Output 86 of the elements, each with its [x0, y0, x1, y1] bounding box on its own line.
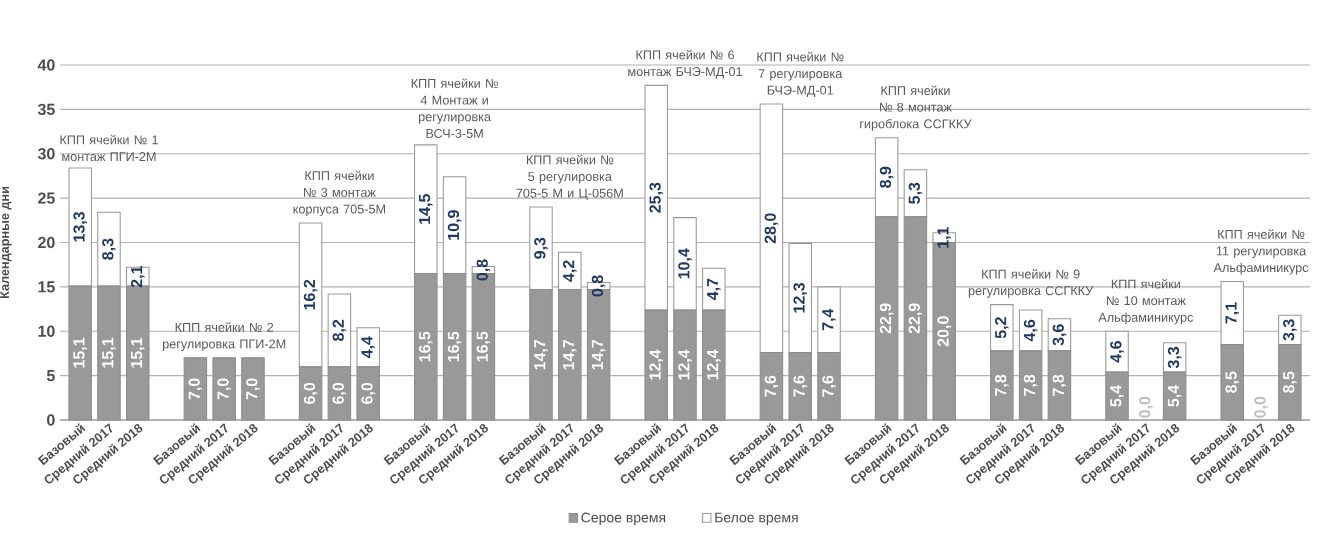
data-label: 20,0 [937, 316, 952, 347]
data-label: 12,4 [649, 349, 664, 380]
annotation: КПП ячейки № 6 монтаж БЧЭ-МД-01 [628, 49, 742, 79]
data-label: 28,0 [764, 213, 779, 244]
data-label: 6,0 [303, 382, 318, 404]
data-label: 0,8 [476, 259, 491, 281]
data-label: 14,7 [534, 339, 548, 370]
y-tick-label: 30 [37, 148, 55, 160]
annotation: КПП ячейки № 7 регулировка БЧЭ-МД-01 [757, 51, 844, 98]
data-label: 5,4 [1110, 385, 1124, 407]
data-label: 16,5 [447, 331, 462, 362]
annotation: КПП ячейки № 4 Монтаж и регулировка ВСЧ-3-5М [411, 78, 498, 138]
legend-label: Серое время [581, 512, 666, 526]
data-label: 7,6 [793, 375, 808, 397]
data-label: 12,4 [706, 349, 721, 380]
data-label: 5,3 [908, 182, 923, 204]
legend-label: Белое время [715, 512, 798, 526]
y-tick-label: 40 [37, 59, 55, 71]
data-label: 22,9 [908, 303, 923, 334]
bar [183, 357, 208, 421]
data-label: 3,3 [1283, 319, 1297, 341]
data-label: 5,4 [1167, 385, 1182, 407]
data-label: 16,2 [303, 279, 318, 310]
data-label: 12,4 [678, 349, 692, 380]
data-label: 8,2 [332, 319, 347, 341]
data-label: 6,0 [361, 382, 375, 404]
data-label: 12,3 [793, 282, 808, 313]
data-label: 10,9 [447, 210, 462, 240]
data-label: 7,6 [822, 375, 836, 397]
bar [241, 357, 265, 421]
annotation: КПП ячейки № 2 регулировка ПГИ-2М [162, 322, 286, 351]
annotation: КПП ячейки № 8 монтаж гироблока ССГККУ [860, 85, 972, 131]
y-axis-title: Календарные дни [0, 186, 12, 299]
data-label: 9,3 [534, 237, 548, 259]
data-label: 7,4 [822, 308, 836, 331]
data-label: 10,4 [678, 248, 692, 279]
data-label: 15,1 [102, 337, 116, 368]
data-label: 8,5 [1225, 371, 1240, 393]
data-label: 14,7 [591, 339, 606, 370]
data-label: 25,3 [649, 182, 664, 213]
data-label: 7,0 [246, 378, 260, 400]
data-label: 3,3 [1167, 346, 1182, 369]
data-label: 2,1 [130, 265, 145, 288]
data-label: 4,6 [1110, 341, 1124, 363]
data-label: 22,9 [879, 303, 894, 334]
annotation: КПП ячейки № 9 регулировка ССГККУ [968, 268, 1094, 298]
data-label: 14,7 [563, 339, 577, 370]
y-tick-label: 20 [38, 236, 55, 249]
data-label: 15,1 [131, 337, 145, 368]
y-tick-label: 10 [38, 325, 55, 337]
annotation: КПП ячейки № 3 монтаж корпуса 705-5М [293, 170, 386, 217]
annotation: КПП ячейки № 10 монтаж Альфаминикурс [1098, 278, 1194, 325]
bar [212, 357, 236, 421]
data-label: 0,0 [1139, 396, 1153, 418]
data-label: 16,5 [418, 331, 433, 362]
data-label: 16,5 [476, 331, 491, 362]
data-label: 7,0 [217, 378, 231, 400]
annotation: КПП ячейки № 11 регулировка Альфаминикурс [1213, 229, 1309, 275]
data-label: 4,7 [707, 278, 721, 300]
data-label: 7,8 [1052, 374, 1067, 396]
annotation: КПП ячейки № 1 монтаж ПГИ-2М [60, 134, 158, 162]
data-label: 7,1 [1225, 302, 1239, 324]
data-label: 8,3 [102, 238, 116, 260]
y-tick-label: 35 [37, 103, 55, 116]
annotation: КПП ячейки № 5 регулировка 705-5 М и Ц-056М [516, 154, 623, 201]
data-label: 7,8 [995, 374, 1009, 396]
y-tick-label: 15 [38, 281, 55, 293]
data-label: 1,1 [937, 226, 951, 248]
data-label: 4,6 [1023, 319, 1038, 342]
y-tick-label: 5 [46, 370, 55, 382]
data-label: 13,3 [73, 211, 87, 242]
data-label: 8,9 [879, 166, 894, 188]
y-tick-label: 25 [38, 192, 55, 204]
data-label: 15,1 [73, 337, 87, 368]
data-label: 0,8 [591, 275, 606, 297]
data-label: 14,5 [419, 194, 433, 224]
data-label: 4,4 [361, 336, 375, 359]
data-label: 4,2 [562, 260, 577, 282]
data-label: 7,0 [188, 378, 203, 400]
data-label: 8,5 [1283, 371, 1297, 393]
data-label: 6,0 [332, 382, 347, 404]
data-label: 7,8 [1023, 374, 1038, 396]
data-label: 7,6 [764, 375, 779, 397]
data-label: 5,2 [995, 317, 1009, 339]
data-label: 3,6 [1052, 324, 1067, 346]
data-label: 0,0 [1254, 396, 1268, 418]
